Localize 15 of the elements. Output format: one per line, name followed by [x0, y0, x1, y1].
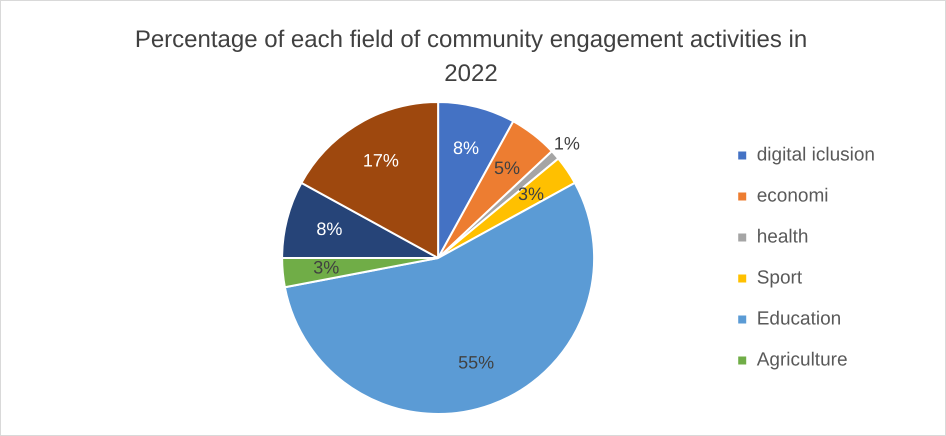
legend-label: economi: [756, 186, 829, 207]
legend-label: digital iclusion: [756, 144, 876, 166]
data-label: 5%: [494, 158, 520, 178]
data-label: 3%: [313, 258, 340, 278]
legend-label: health: [756, 226, 808, 248]
chart-title: Percentage of each field of community engagement activities in 2022: [134, 25, 808, 89]
data-label: 1%: [554, 133, 580, 154]
data-label: 17%: [362, 150, 399, 170]
data-label: 8%: [453, 138, 480, 158]
legend-label: Education: [756, 308, 842, 330]
legend-label: Agriculture: [756, 350, 848, 371]
data-label: 3%: [518, 184, 544, 204]
data-label: 55%: [458, 352, 494, 373]
data-label: 8%: [316, 219, 342, 240]
legend-label: Sport: [756, 268, 803, 289]
